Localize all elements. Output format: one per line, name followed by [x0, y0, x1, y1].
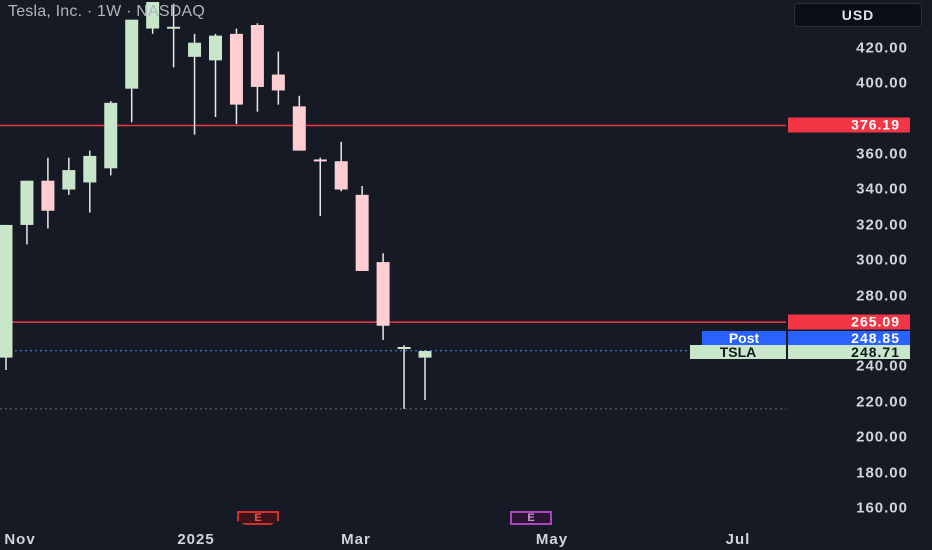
candle-down	[334, 161, 348, 190]
last-price: 248.71	[788, 345, 910, 359]
candle-down	[313, 159, 327, 162]
post-market-price: 248.85	[788, 331, 910, 345]
price-tick: 240.00	[856, 357, 908, 375]
price-tick: 180.00	[856, 464, 908, 482]
time-axis-label: Jul	[725, 531, 751, 548]
candle-up	[397, 347, 411, 349]
price-tick: 280.00	[856, 287, 908, 305]
currency-button[interactable]: USD	[794, 3, 922, 27]
candle-down	[271, 74, 285, 91]
candle-up	[167, 26, 181, 29]
candle-up	[62, 170, 76, 190]
symbol-title[interactable]: Tesla, Inc. · 1W · NASDAQ	[8, 3, 206, 20]
post-market-label: Post	[702, 331, 786, 345]
candle-up	[83, 155, 97, 183]
earnings-marker-upcoming[interactable]: E	[510, 511, 552, 525]
candle-up	[146, 2, 160, 29]
price-tick: 220.00	[856, 393, 908, 411]
earnings-marker-past[interactable]: E	[237, 511, 279, 525]
candle-down	[41, 180, 55, 211]
price-line-label-lower[interactable]: 265.09	[788, 314, 910, 330]
price-tick: 340.00	[856, 180, 908, 198]
candle-down	[376, 262, 390, 326]
ticker-label: TSLA	[690, 345, 786, 359]
price-tick: 300.00	[856, 251, 908, 269]
candle-up	[188, 42, 202, 57]
candle-up	[0, 224, 13, 358]
price-tick: 400.00	[856, 74, 908, 92]
candle-down	[229, 33, 243, 105]
candle-up	[104, 102, 118, 169]
price-tick: 160.00	[856, 499, 908, 517]
time-axis-label: Nov	[4, 531, 36, 548]
price-tick: 420.00	[856, 39, 908, 57]
candle-down	[250, 25, 264, 87]
candle-up	[125, 19, 139, 89]
price-axis[interactable]: USD 160.00 180.00 200.00 220.00 240.00 2…	[786, 0, 932, 550]
price-line-label-upper[interactable]: 376.19	[788, 117, 910, 133]
time-axis-label: May	[535, 531, 569, 548]
time-axis-label: Mar	[341, 531, 371, 548]
candle-up	[418, 351, 432, 358]
price-tick: 360.00	[856, 145, 908, 163]
candle-up	[20, 180, 34, 225]
time-axis-label: 2025	[177, 531, 215, 548]
price-tick: 320.00	[856, 216, 908, 234]
candle-down	[292, 106, 306, 151]
candle-down	[355, 194, 369, 271]
candle-up	[209, 35, 222, 61]
price-tick: 200.00	[856, 428, 908, 446]
